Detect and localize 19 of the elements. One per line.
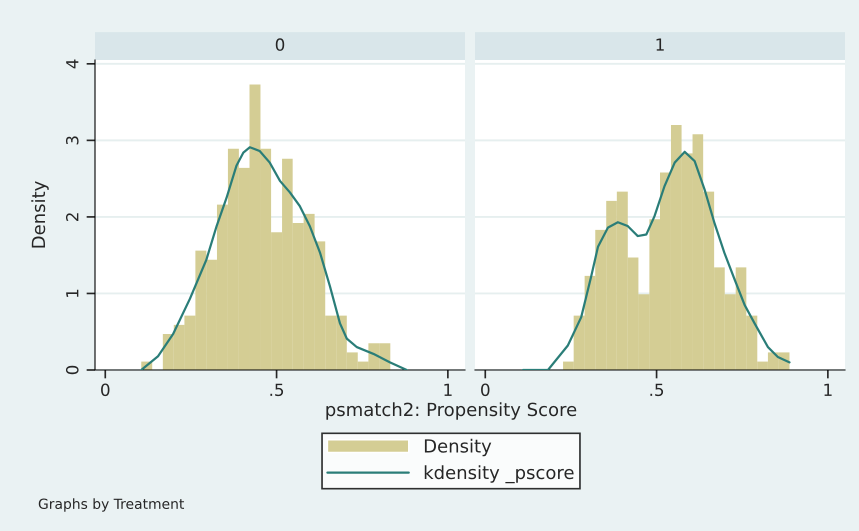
y-tick-label: 0 bbox=[66, 366, 79, 374]
y-tick-label: 3 bbox=[66, 136, 79, 144]
legend-label: kdensity _pscore bbox=[424, 465, 574, 484]
text: Graphs by Treatment bbox=[38, 498, 184, 512]
x-tick-label: 0 bbox=[481, 383, 490, 396]
chart-title: 0 bbox=[276, 38, 284, 51]
chart-title: 1 bbox=[656, 38, 664, 51]
x-tick-label: 0 bbox=[101, 383, 110, 396]
y-tick-label: 4 bbox=[66, 59, 78, 68]
x-axis-title: psmatch2: Propensity Score bbox=[326, 402, 576, 420]
x-tick-label: 1 bbox=[444, 384, 452, 396]
x-tick-label: .5 bbox=[270, 384, 284, 396]
legend-label: Density bbox=[424, 438, 492, 456]
y-axis-title: Density bbox=[31, 181, 49, 248]
x-tick-label: .5 bbox=[650, 384, 664, 396]
y-tick-label: 2 bbox=[66, 213, 78, 221]
line-series bbox=[140, 146, 408, 370]
x-tick-label: 1 bbox=[824, 384, 832, 396]
y-tick-label: 1 bbox=[66, 290, 78, 297]
